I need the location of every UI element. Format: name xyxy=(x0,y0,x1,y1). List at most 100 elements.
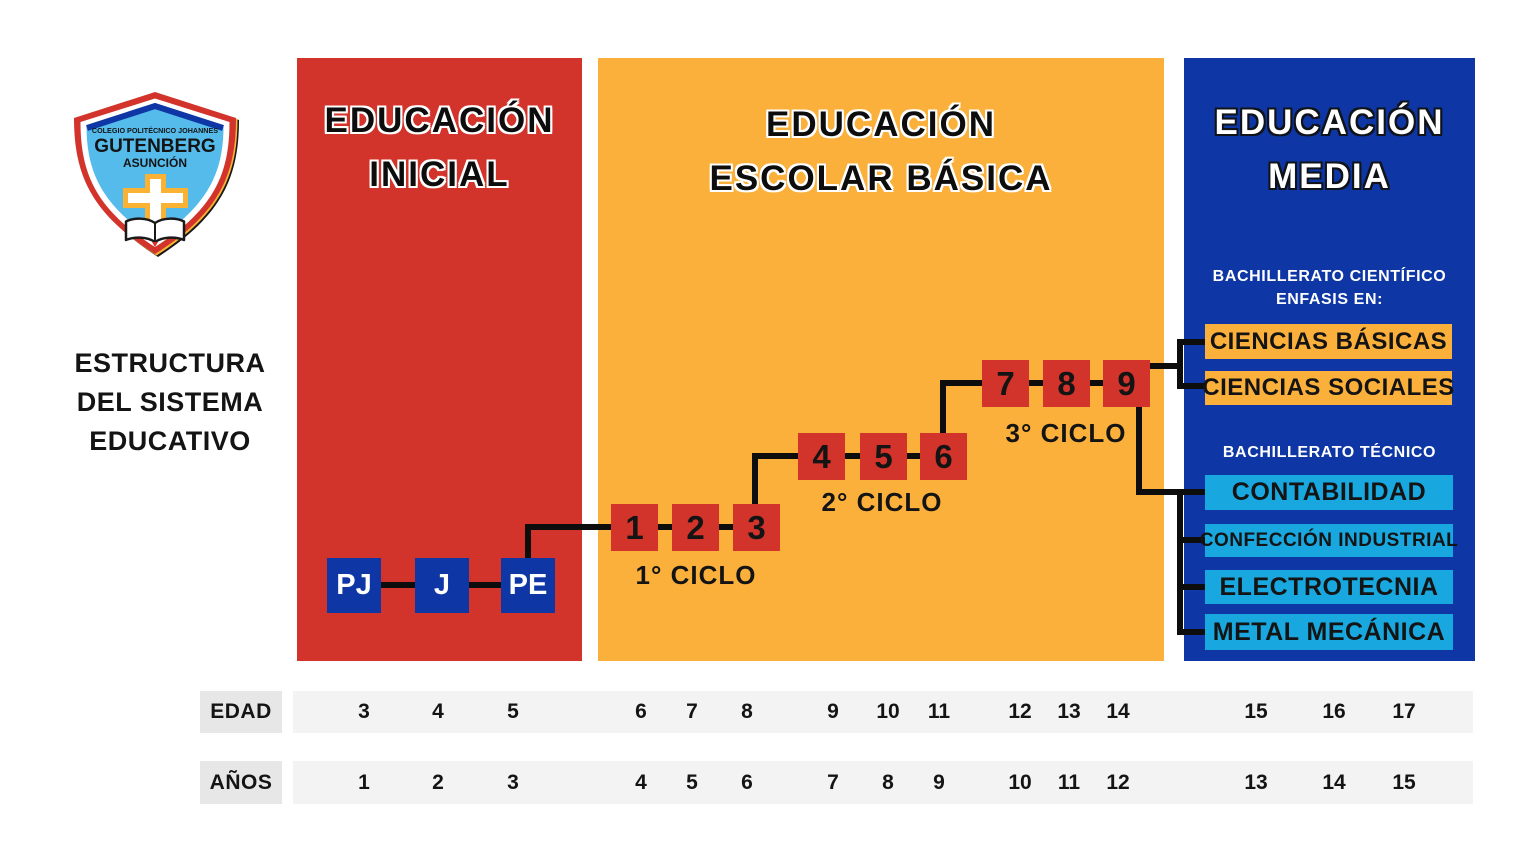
stub-ciencias-sociales xyxy=(1177,383,1205,389)
anos-value: 10 xyxy=(1008,771,1032,794)
stub-ciencias-basicas xyxy=(1177,339,1205,345)
logo-chevron-band xyxy=(86,102,224,131)
connector-2-3 xyxy=(719,524,733,530)
edad-strip: 3 4 5 6 7 8 9 10 11 12 13 14 15 16 17 xyxy=(293,691,1473,733)
connector-3-up xyxy=(752,453,758,504)
page-title-line2: DEL SISTEMA xyxy=(76,387,264,417)
grade-box-4: 4 xyxy=(798,433,845,480)
edad-value: 13 xyxy=(1057,700,1081,723)
logo-school-line1: COLEGIO POLITÉCNICO JOHANNES xyxy=(92,126,218,135)
panel-inicial-title-line2: INICIAL xyxy=(369,155,510,194)
edad-value: 6 xyxy=(635,700,647,723)
anos-value: 2 xyxy=(432,771,444,794)
anos-value: 1 xyxy=(358,771,370,794)
edad-value: 17 xyxy=(1392,700,1416,723)
enfasis-en-subheading: ENFASIS EN: xyxy=(1275,291,1384,308)
panel-basica-title-line2: ESCOLAR BÁSICA xyxy=(709,159,1053,198)
bracket-cientifico xyxy=(1177,339,1183,389)
anos-value: 12 xyxy=(1106,771,1130,794)
bachillerato-tecnico-heading: BACHILLERATO TÉCNICO xyxy=(1222,444,1437,461)
grade-box-3: 3 xyxy=(733,504,780,551)
connector-7-8 xyxy=(1028,380,1043,386)
option-electrotecnia: ELECTROTECNIA xyxy=(1205,570,1453,604)
cycle-2-label: 2° CICLO xyxy=(821,487,943,517)
edad-value: 10 xyxy=(876,700,900,723)
anos-label: AÑOS xyxy=(200,761,282,804)
level-box-pe: PE xyxy=(501,558,555,613)
edad-value: 15 xyxy=(1244,700,1268,723)
stub-metal-mecanica xyxy=(1177,629,1205,635)
grade-box-7: 7 xyxy=(982,360,1029,407)
anos-value: 7 xyxy=(827,771,839,794)
stub-electrotecnia xyxy=(1177,584,1205,590)
anos-value: 13 xyxy=(1244,771,1268,794)
edad-value: 14 xyxy=(1106,700,1130,723)
edad-value: 3 xyxy=(358,700,370,723)
anos-value: 9 xyxy=(933,771,945,794)
anos-strip: 1 2 3 4 5 6 7 8 9 10 11 12 13 14 15 xyxy=(293,761,1473,804)
edad-value: 9 xyxy=(827,700,839,723)
logo-shield-field xyxy=(86,104,224,240)
connector-9-to-tecnico xyxy=(1136,489,1183,495)
panel-inicial-title-line1: EDUCACIÓN xyxy=(324,101,555,140)
grade-box-8: 8 xyxy=(1043,360,1090,407)
connector-pe-up xyxy=(525,524,531,560)
anos-value: 8 xyxy=(882,771,894,794)
cycle-1-label: 1° CICLO xyxy=(635,560,757,590)
option-metal-mecanica: METAL MECÁNICA xyxy=(1205,614,1453,650)
page-title-line3: EDUCATIVO xyxy=(89,426,251,456)
logo-cross-icon xyxy=(123,174,188,236)
grade-box-6: 6 xyxy=(920,433,967,480)
grade-box-2: 2 xyxy=(672,504,719,551)
connector-3-to-4 xyxy=(752,453,798,459)
grade-box-5: 5 xyxy=(860,433,907,480)
option-confeccion-industrial: CONFECCIÓN INDUSTRIAL xyxy=(1200,524,1458,557)
level-box-j: J xyxy=(415,558,469,613)
anos-value: 14 xyxy=(1322,771,1346,794)
anos-value: 15 xyxy=(1392,771,1416,794)
bracket-tecnico xyxy=(1177,489,1183,635)
anos-value: 4 xyxy=(635,771,647,794)
connector-4-5 xyxy=(845,453,860,459)
anos-value: 3 xyxy=(507,771,519,794)
connector-pe-to-grade1 xyxy=(525,524,611,530)
connector-6-up xyxy=(940,380,946,433)
connector-j-pe xyxy=(469,582,501,588)
connector-9-to-cientifico xyxy=(1149,363,1180,369)
option-ciencias-sociales: CIENCIAS SOCIALES xyxy=(1202,371,1454,405)
grade-box-9: 9 xyxy=(1103,360,1150,407)
stub-confeccion-industrial xyxy=(1177,537,1205,543)
panel-educacion-media: EDUCACIÓN MEDIA xyxy=(1184,58,1475,661)
edad-value: 8 xyxy=(741,700,753,723)
anos-value: 6 xyxy=(741,771,753,794)
anos-value: 5 xyxy=(686,771,698,794)
edad-value: 12 xyxy=(1008,700,1032,723)
page-title-line1: ESTRUCTURA xyxy=(74,348,266,378)
logo-school-line2: GUTENBERG xyxy=(94,136,215,157)
connector-6-to-7 xyxy=(940,380,982,386)
panel-media-title: EDUCACIÓN MEDIA xyxy=(1184,96,1475,204)
page-title: ESTRUCTURA DEL SISTEMA EDUCATIVO xyxy=(38,344,302,461)
connector-1-2 xyxy=(658,524,672,530)
panel-media-title-line2: MEDIA xyxy=(1268,157,1391,196)
option-ciencias-basicas: CIENCIAS BÁSICAS xyxy=(1205,324,1452,359)
option-contabilidad: CONTABILIDAD xyxy=(1205,475,1453,510)
level-box-pj: PJ xyxy=(327,558,381,613)
connector-8-9 xyxy=(1090,380,1103,386)
connector-9-down xyxy=(1136,406,1142,495)
edad-value: 4 xyxy=(432,700,444,723)
anos-value: 11 xyxy=(1057,771,1081,794)
logo-school-line3: ASUNCIÓN xyxy=(123,155,187,170)
connector-pj-j xyxy=(381,582,415,588)
edad-value: 7 xyxy=(686,700,698,723)
edad-value: 5 xyxy=(507,700,519,723)
cycle-3-label: 3° CICLO xyxy=(1005,418,1127,448)
logo-book-icon xyxy=(124,217,186,247)
grade-box-1: 1 xyxy=(611,504,658,551)
edad-label: EDAD xyxy=(200,691,282,733)
edad-value: 16 xyxy=(1322,700,1346,723)
panel-basica-title: EDUCACIÓN ESCOLAR BÁSICA xyxy=(598,98,1164,206)
school-logo: COLEGIO POLITÉCNICO JOHANNES GUTENBERG A… xyxy=(74,92,239,257)
connector-5-6 xyxy=(905,453,920,459)
